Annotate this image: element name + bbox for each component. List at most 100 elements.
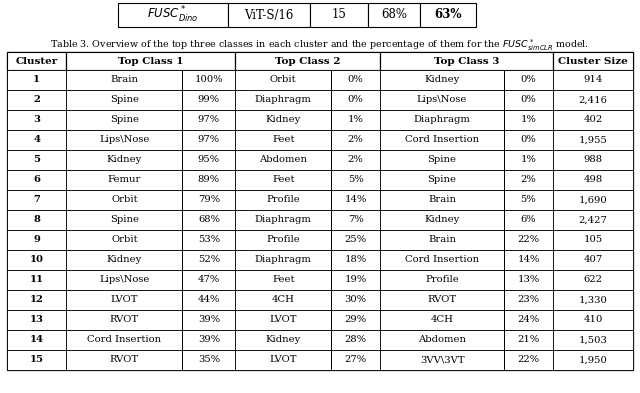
Bar <box>331 90 380 110</box>
Text: 5%: 5% <box>348 176 364 184</box>
Bar <box>7 52 633 370</box>
Text: 13: 13 <box>29 316 44 325</box>
Text: Top Class 3: Top Class 3 <box>434 57 499 66</box>
Text: 402: 402 <box>584 116 603 125</box>
Bar <box>67 52 236 70</box>
Bar <box>380 90 504 110</box>
Bar <box>380 52 553 70</box>
Bar <box>182 330 236 350</box>
Text: Cord Insertion: Cord Insertion <box>405 255 479 264</box>
Text: 1,955: 1,955 <box>579 136 607 145</box>
Bar <box>504 250 553 270</box>
Bar <box>182 350 236 370</box>
Text: 10: 10 <box>29 255 44 264</box>
Bar <box>331 290 380 310</box>
Bar <box>182 70 236 90</box>
Bar <box>67 290 182 310</box>
Bar <box>504 270 553 290</box>
Bar <box>331 350 380 370</box>
Bar <box>553 110 633 130</box>
Text: Kidney: Kidney <box>424 215 460 224</box>
Bar <box>236 52 380 70</box>
Text: 12: 12 <box>30 296 44 305</box>
Text: RVOT: RVOT <box>110 316 139 325</box>
Text: 9: 9 <box>33 235 40 244</box>
Bar <box>331 330 380 350</box>
Bar <box>67 190 182 210</box>
Text: Kidney: Kidney <box>266 336 301 345</box>
Text: Cluster: Cluster <box>15 57 58 66</box>
Bar <box>236 130 331 150</box>
Bar <box>553 230 633 250</box>
Text: 30%: 30% <box>344 296 367 305</box>
Text: 0%: 0% <box>348 75 364 84</box>
Text: Kidney: Kidney <box>424 75 460 84</box>
Text: Top Class 1: Top Class 1 <box>118 57 184 66</box>
Text: 89%: 89% <box>198 176 220 184</box>
Text: 63%: 63% <box>435 9 461 22</box>
Text: 13%: 13% <box>517 275 540 285</box>
Text: Table 3. Overview of the top three classes in each cluster and the percentage of: Table 3. Overview of the top three class… <box>51 38 589 53</box>
Text: 3: 3 <box>33 116 40 125</box>
Text: LVOT: LVOT <box>269 356 297 364</box>
Text: 18%: 18% <box>344 255 367 264</box>
Text: 1,690: 1,690 <box>579 195 607 204</box>
Bar <box>182 310 236 330</box>
Bar <box>331 270 380 290</box>
Text: 2,427: 2,427 <box>579 215 607 224</box>
Bar <box>553 52 633 70</box>
Text: Top Class 2: Top Class 2 <box>275 57 340 66</box>
Bar <box>380 270 504 290</box>
Bar <box>504 150 553 170</box>
Text: 27%: 27% <box>344 356 367 364</box>
Text: 1: 1 <box>33 75 40 84</box>
Bar <box>7 290 67 310</box>
Text: 914: 914 <box>584 75 603 84</box>
Bar <box>182 150 236 170</box>
Text: 99%: 99% <box>198 95 220 105</box>
Bar <box>7 350 67 370</box>
Text: 407: 407 <box>584 255 603 264</box>
Bar <box>553 90 633 110</box>
Text: 39%: 39% <box>198 336 220 345</box>
Text: 6%: 6% <box>521 215 536 224</box>
Text: 2,416: 2,416 <box>579 95 607 105</box>
Text: Brain: Brain <box>428 235 456 244</box>
Bar <box>236 110 331 130</box>
Bar <box>7 210 67 230</box>
Bar <box>331 130 380 150</box>
Bar <box>7 90 67 110</box>
Bar <box>380 130 504 150</box>
Text: 22%: 22% <box>518 235 540 244</box>
Bar <box>331 310 380 330</box>
Text: ViT-S/16: ViT-S/16 <box>244 9 294 22</box>
Bar <box>380 150 504 170</box>
Bar <box>236 350 331 370</box>
Bar <box>67 350 182 370</box>
Bar <box>504 90 553 110</box>
Text: 14: 14 <box>29 336 44 345</box>
Text: 24%: 24% <box>517 316 540 325</box>
Bar <box>504 110 553 130</box>
Text: 0%: 0% <box>521 75 536 84</box>
Text: 105: 105 <box>584 235 603 244</box>
Text: Spine: Spine <box>110 215 139 224</box>
Bar <box>7 250 67 270</box>
Bar <box>380 290 504 310</box>
Text: 2%: 2% <box>348 136 364 145</box>
Bar <box>553 210 633 230</box>
Bar <box>553 70 633 90</box>
Bar <box>182 230 236 250</box>
Text: Diaphragm: Diaphragm <box>413 116 470 125</box>
Bar <box>236 330 331 350</box>
Text: 3VV\3VT: 3VV\3VT <box>420 356 465 364</box>
Bar <box>67 230 182 250</box>
Bar <box>7 110 67 130</box>
Bar <box>67 90 182 110</box>
Bar <box>7 330 67 350</box>
Text: 410: 410 <box>584 316 603 325</box>
Bar <box>504 190 553 210</box>
Bar <box>236 210 331 230</box>
Text: 21%: 21% <box>517 336 540 345</box>
Text: 1%: 1% <box>520 116 536 125</box>
